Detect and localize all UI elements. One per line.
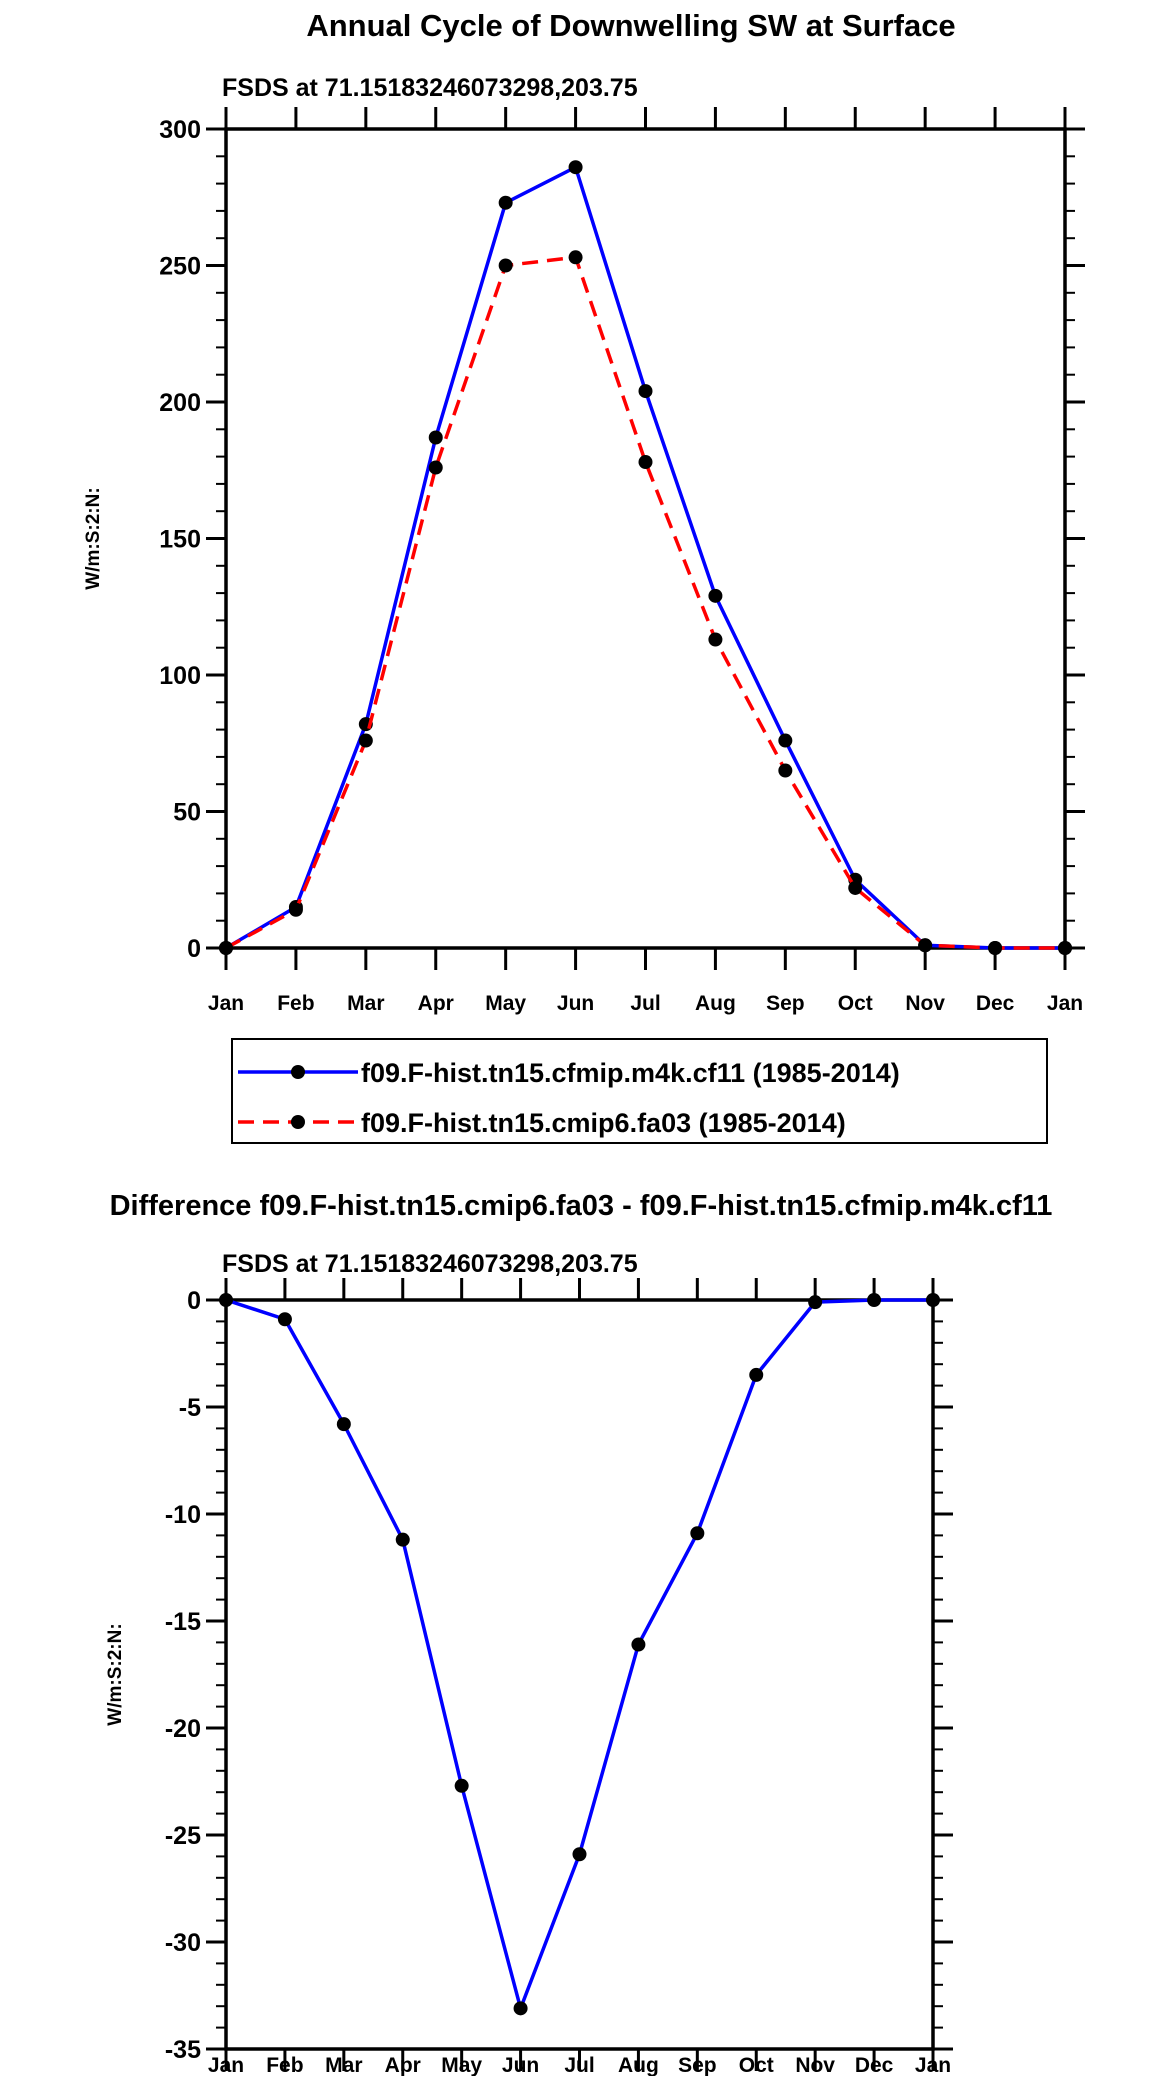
- data-point: [568, 160, 583, 175]
- y-tick-label: -30: [165, 1929, 201, 1957]
- x-tick-label: May: [485, 992, 526, 1015]
- data-point: [778, 733, 793, 748]
- data-point: [572, 1847, 587, 1862]
- y-tick-label: -10: [165, 1501, 201, 1529]
- data-point: [395, 1532, 410, 1547]
- data-point: [568, 250, 583, 265]
- legend: f09.F-hist.tn15.cfmip.m4k.cf11 (1985-201…: [231, 1038, 1048, 1144]
- data-point: [428, 460, 443, 475]
- x-tick-label: Aug: [618, 2054, 659, 2076]
- y-tick-label: 300: [159, 116, 201, 144]
- data-point: [848, 880, 863, 895]
- x-tick-label: Sep: [766, 992, 805, 1015]
- y-tick-label: -15: [165, 1608, 201, 1636]
- data-point: [690, 1526, 705, 1541]
- data-point: [454, 1778, 469, 1793]
- x-tick-label: Jun: [502, 2054, 539, 2076]
- x-tick-label: Nov: [795, 2054, 835, 2076]
- x-tick-label: Jan: [208, 992, 244, 1015]
- series-line: [225, 1298, 933, 2011]
- data-point: [631, 1637, 646, 1652]
- legend-marker: [291, 1065, 305, 1079]
- series-1: [219, 160, 1072, 955]
- y-tick-label: 150: [159, 526, 201, 554]
- y-tick-label: 50: [173, 799, 201, 827]
- plot-frame: [224, 1298, 935, 2051]
- x-tick-label: Mar: [347, 992, 384, 1015]
- x-tick-label: Mar: [325, 2054, 362, 2076]
- data-point: [638, 384, 653, 399]
- chart-2: Difference f09.F-hist.tn15.cmip6.fa03 - …: [105, 1190, 1052, 2076]
- data-point: [336, 1417, 351, 1432]
- data-point: [988, 941, 1003, 955]
- data-point: [498, 258, 513, 273]
- y-tick-label: 250: [159, 253, 201, 281]
- legend-label: f09.F-hist.tn15.cmip6.fa03 (1985-2014): [361, 1108, 846, 1138]
- x-tick-label: Feb: [277, 992, 314, 1015]
- y-tick-label: -5: [179, 1394, 201, 1422]
- data-point: [778, 763, 793, 778]
- data-point: [1058, 941, 1072, 955]
- chart-subtitle: FSDS at 71.15183246073298,203.75: [222, 74, 638, 102]
- chart-1: Annual Cycle of Downwelling SW at Surfac…: [83, 8, 1085, 1144]
- x-tick-label: Jan: [1047, 992, 1083, 1015]
- data-point: [926, 1293, 940, 1307]
- x-tick-label: Dec: [976, 992, 1015, 1015]
- legend-marker: [291, 1115, 305, 1129]
- x-tick-label: Sep: [678, 2054, 717, 2076]
- data-point: [513, 2001, 528, 2016]
- data-point: [867, 1293, 882, 1307]
- x-tick-label: Jan: [915, 2054, 951, 2076]
- data-point: [749, 1367, 764, 1382]
- x-tick-label: Nov: [905, 992, 945, 1015]
- y-tick-label: -20: [165, 1715, 201, 1743]
- data-point: [708, 632, 723, 647]
- y-axis-label: W/m:S:2:N:: [83, 487, 104, 589]
- data-point: [219, 1293, 233, 1307]
- x-tick-label: Feb: [266, 2054, 303, 2076]
- x-tick-label: Apr: [385, 2054, 421, 2076]
- y-tick-label: -35: [165, 2036, 201, 2064]
- x-tick-label: Aug: [695, 992, 736, 1015]
- data-point: [498, 195, 513, 210]
- x-tick-label: Dec: [855, 2054, 894, 2076]
- chart-title: Difference f09.F-hist.tn15.cmip6.fa03 - …: [110, 1190, 1053, 1222]
- data-point: [638, 455, 653, 470]
- series-line: [225, 255, 1065, 950]
- x-tick-label: Jul: [564, 2054, 594, 2076]
- plot-frame: [224, 127, 1067, 950]
- y-axis-label: W/m:S:2:N:: [105, 1623, 126, 1725]
- chart-title: Annual Cycle of Downwelling SW at Surfac…: [306, 8, 955, 43]
- legend-box: [231, 1038, 1048, 1144]
- data-point: [708, 588, 723, 603]
- x-tick-label: Apr: [418, 992, 454, 1015]
- y-tick-label: -25: [165, 1822, 201, 1850]
- data-point: [808, 1295, 823, 1310]
- data-point: [219, 941, 233, 955]
- x-tick-label: Oct: [739, 2054, 774, 2076]
- y-tick-label: 200: [159, 389, 201, 417]
- x-tick-label: Jan: [208, 2054, 244, 2076]
- x-tick-label: Oct: [838, 992, 873, 1015]
- data-point: [918, 938, 933, 953]
- data-point: [288, 902, 303, 917]
- chart-subtitle: FSDS at 71.15183246073298,203.75: [222, 1250, 638, 1278]
- x-tick-label: Jun: [557, 992, 594, 1015]
- legend-label: f09.F-hist.tn15.cfmip.m4k.cf11 (1985-201…: [361, 1058, 900, 1088]
- data-point: [428, 430, 443, 445]
- y-tick-label: 100: [159, 662, 201, 690]
- series-1: [219, 1293, 940, 2016]
- x-tick-label: Jul: [630, 992, 660, 1015]
- data-point: [358, 733, 373, 748]
- series-2: [219, 250, 1072, 955]
- data-point: [277, 1312, 292, 1327]
- series-line: [225, 165, 1065, 950]
- y-tick-label: 0: [187, 935, 201, 963]
- y-tick-label: 0: [187, 1287, 201, 1315]
- x-tick-label: May: [441, 2054, 482, 2076]
